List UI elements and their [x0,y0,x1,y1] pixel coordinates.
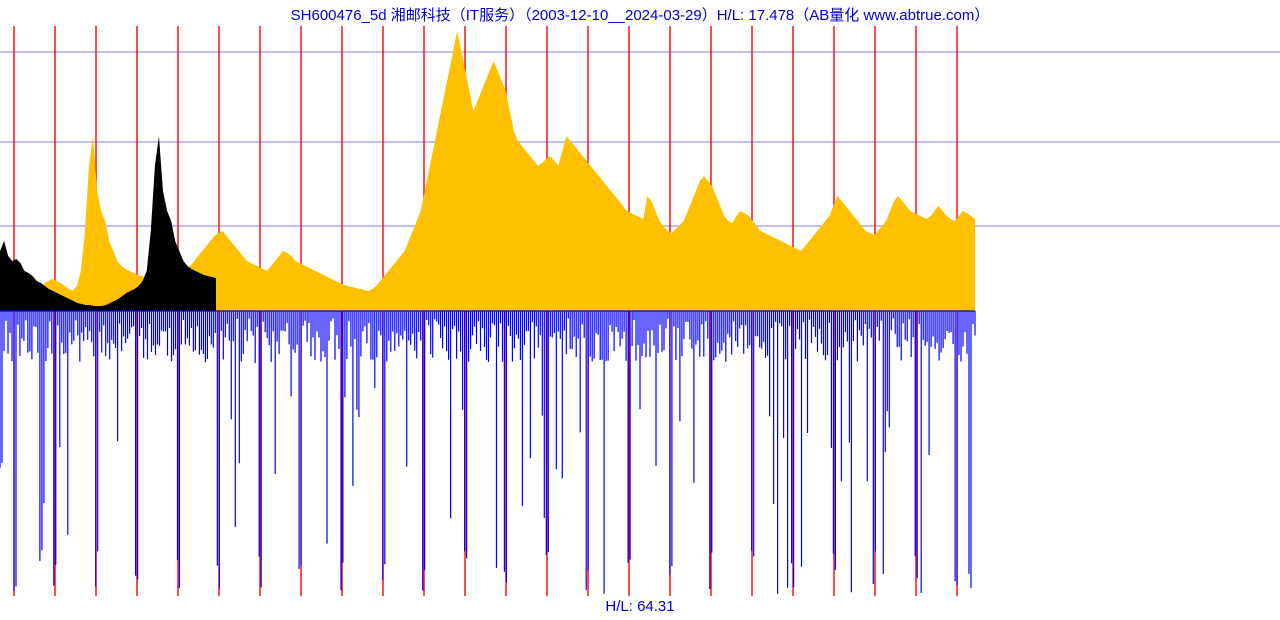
chart-area [0,26,1280,596]
chart-svg [0,26,1280,596]
chart-title: SH600476_5d 湘邮科技（IT服务）（2003-12-10__2024-… [0,0,1280,26]
chart-footer: H/L: 64.31 [0,596,1280,620]
